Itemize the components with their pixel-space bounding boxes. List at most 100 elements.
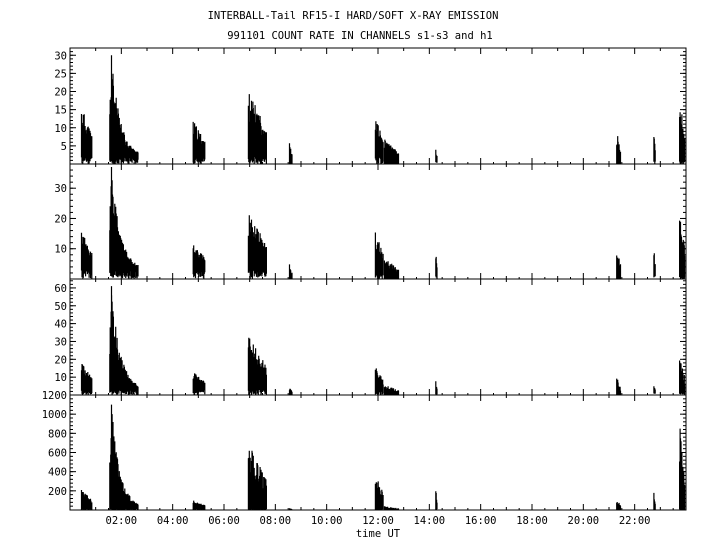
burst-h1-8 <box>616 502 622 510</box>
burst-spikes <box>374 232 384 279</box>
y-tick-label: 40 <box>54 319 67 331</box>
burst-spikes <box>679 112 686 164</box>
burst-spikes <box>374 368 384 395</box>
x-tick-label: 02:00 <box>106 515 138 527</box>
burst-spikes <box>435 256 438 279</box>
x-axis-label: time UT <box>356 528 401 540</box>
burst-spikes <box>192 245 206 279</box>
x-tick-label: 22:00 <box>619 515 651 527</box>
burst-s3-2 <box>192 373 206 395</box>
series-s3 <box>80 286 686 395</box>
burst-spikes <box>616 502 622 510</box>
burst-spikes <box>109 167 139 279</box>
burst-spikes <box>80 490 93 510</box>
burst-spikes <box>435 149 438 163</box>
x-tick-label: 06:00 <box>208 515 240 527</box>
burst-spikes <box>288 264 293 279</box>
burst-s3-10 <box>679 360 686 395</box>
burst-s3-4 <box>288 388 293 395</box>
burst-spikes <box>653 253 656 278</box>
burst-s1-8 <box>616 136 622 164</box>
burst-spikes <box>80 114 93 164</box>
series-h1 <box>80 404 686 510</box>
burst-s2-1 <box>109 167 139 279</box>
burst-spikes <box>247 94 267 164</box>
burst-h1-5 <box>374 481 384 510</box>
x-axis: 02:00 04:00 06:00 08:00 10:00 12:00 14:00 16:00… <box>106 515 651 527</box>
y-tick-label: 20 <box>54 213 67 225</box>
burst-s1-1 <box>109 55 139 164</box>
burst-spikes <box>616 378 622 395</box>
y-tick-label: 400 <box>48 467 67 479</box>
burst-s3-0 <box>80 364 93 395</box>
burst-s2-3 <box>247 215 267 279</box>
burst-spikes <box>288 388 293 395</box>
burst-h1-4 <box>288 508 293 510</box>
panel-h1: 200 400 600 800 1000 1200 <box>42 390 687 511</box>
burst-s1-9 <box>653 137 656 164</box>
burst-s3-1 <box>109 286 139 395</box>
panel-s1: 5 10 15 20 25 30 <box>54 47 687 165</box>
burst-spikes <box>288 143 293 164</box>
burst-spikes <box>192 500 206 510</box>
y-tick-label: 30 <box>54 50 67 62</box>
burst-s2-6 <box>383 260 400 279</box>
series-s1 <box>80 55 686 164</box>
y-tick-label: 600 <box>48 448 67 460</box>
burst-spikes <box>616 136 622 164</box>
chart-subtitle: 991101 COUNT RATE IN CHANNELS s1-s3 and … <box>227 30 493 42</box>
burst-s2-9 <box>653 253 656 278</box>
y-tick-label: 20 <box>54 354 67 366</box>
burst-spikes <box>109 286 139 395</box>
burst-h1-2 <box>192 500 206 510</box>
x-tick-label: 12:00 <box>362 515 394 527</box>
y-tick-label: 10 <box>54 372 67 384</box>
burst-s2-0 <box>80 232 93 279</box>
panels-group: 5 10 15 20 25 30 10 20 30 10 20 30 40 50 60 200 400 600 80… <box>42 47 687 511</box>
burst-s1-2 <box>192 121 206 164</box>
series-s2 <box>80 167 686 279</box>
burst-s1-5 <box>374 121 384 164</box>
y-tick-label: 200 <box>48 486 67 498</box>
x-tick-label: 18:00 <box>516 515 548 527</box>
burst-spikes <box>109 55 139 164</box>
burst-spikes <box>192 121 206 164</box>
burst-h1-9 <box>653 492 656 510</box>
burst-spikes <box>616 255 622 279</box>
burst-spikes <box>653 386 656 394</box>
burst-s3-7 <box>435 381 438 395</box>
y-tick-label: 1200 <box>42 390 67 402</box>
burst-s1-0 <box>80 114 93 164</box>
burst-s1-7 <box>435 149 438 163</box>
y-tick-label: 10 <box>54 244 67 256</box>
burst-spikes <box>247 337 267 395</box>
y-tick-label: 15 <box>54 105 67 117</box>
burst-spikes <box>435 381 438 395</box>
burst-s3-6 <box>383 386 400 395</box>
burst-spikes <box>80 232 93 279</box>
y-tick-label: 60 <box>54 283 67 295</box>
y-tick-label: 5 <box>61 141 67 153</box>
burst-h1-3 <box>247 450 267 510</box>
x-tick-label: 08:00 <box>260 515 292 527</box>
burst-h1-0 <box>80 490 93 510</box>
burst-s3-9 <box>653 386 656 394</box>
panel-s2: 10 20 30 <box>54 163 687 280</box>
burst-s2-2 <box>192 245 206 279</box>
burst-spikes <box>383 506 400 510</box>
y-tick-label: 800 <box>48 428 67 440</box>
burst-s2-4 <box>288 264 293 279</box>
burst-s1-3 <box>247 94 267 164</box>
y-tick-label: 30 <box>54 336 67 348</box>
burst-s2-10 <box>679 220 686 279</box>
burst-s3-8 <box>616 378 622 395</box>
burst-spikes <box>247 215 267 279</box>
x-tick-label: 14:00 <box>414 515 446 527</box>
burst-spikes <box>653 137 656 164</box>
x-tick-label: 04:00 <box>157 515 189 527</box>
burst-spikes <box>374 481 384 510</box>
burst-spikes <box>679 360 686 395</box>
burst-h1-1 <box>109 404 139 510</box>
burst-spikes <box>653 492 656 510</box>
